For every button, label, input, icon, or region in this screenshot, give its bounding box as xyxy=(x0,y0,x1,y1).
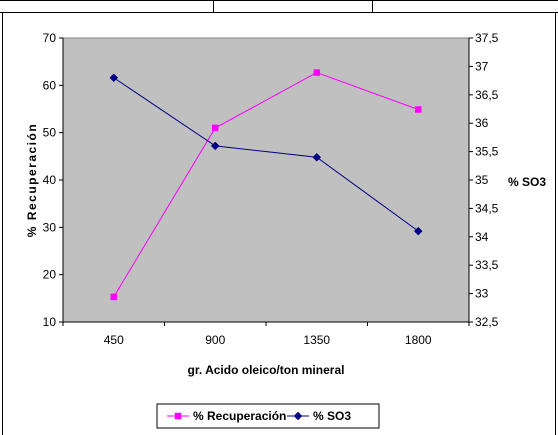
left-tick-label: 60 xyxy=(43,78,57,92)
legend-label: % SO3 xyxy=(313,409,351,423)
data-point xyxy=(212,124,219,132)
x-tick-label: 1350 xyxy=(303,333,330,347)
y-axis-title: % Recuperación xyxy=(25,123,39,237)
legend-swatch-marker xyxy=(293,411,303,421)
right-tick-label: 36,5 xyxy=(475,88,499,102)
left-tick-label: 30 xyxy=(43,220,57,234)
data-point xyxy=(415,106,422,113)
y2-axis-title: % SO3 xyxy=(508,175,546,189)
right-tick-label: 35,5 xyxy=(475,145,499,159)
x-tick-label: 900 xyxy=(205,333,225,347)
left-tick-label: 10 xyxy=(43,315,57,329)
left-tick-label: 20 xyxy=(43,268,57,282)
x-axis-title: gr. Acido oleico/ton mineral xyxy=(188,363,345,377)
x-tick-label: 450 xyxy=(104,333,124,347)
x-axis: 450 900 1350 1800 xyxy=(62,321,470,347)
data-point xyxy=(313,69,320,76)
right-axis: 32,5 33 33,5 34 34,5 35 35,5 36 36,5 37 37,5 xyxy=(468,31,499,329)
series-1 xyxy=(109,73,423,236)
right-tick-label: 37 xyxy=(475,59,489,73)
left-tick-label: 40 xyxy=(43,173,57,187)
right-tick-label: 32,5 xyxy=(475,315,499,329)
left-axis: 10 20 30 40 50 60 70 xyxy=(43,31,64,329)
legend-box xyxy=(156,403,380,429)
left-tick-label: 70 xyxy=(43,31,57,45)
legend-swatch-marker xyxy=(174,412,182,420)
data-point xyxy=(109,73,119,83)
series-line xyxy=(113,72,419,298)
right-tick-label: 36 xyxy=(475,116,489,130)
legend-item: % Recuperación xyxy=(167,409,286,423)
data-point xyxy=(110,293,117,301)
right-tick-label: 35 xyxy=(475,173,489,187)
legend: % Recuperación % SO3 xyxy=(156,403,380,429)
series-line xyxy=(113,77,419,232)
right-tick-label: 34,5 xyxy=(475,201,499,215)
x-tick-label: 1800 xyxy=(405,333,432,347)
data-point xyxy=(413,226,423,236)
data-point xyxy=(312,152,322,162)
series-0 xyxy=(110,69,422,301)
right-tick-label: 33 xyxy=(475,287,489,301)
right-tick-label: 34 xyxy=(475,230,489,244)
left-tick-label: 50 xyxy=(43,126,57,140)
plot-area xyxy=(62,37,470,323)
series-layer xyxy=(109,69,423,301)
legend-item: % SO3 xyxy=(287,409,351,423)
legend-label: % Recuperación xyxy=(193,409,286,423)
data-point xyxy=(210,141,220,151)
right-tick-label: 37,5 xyxy=(475,31,499,45)
right-tick-label: 33,5 xyxy=(475,258,499,272)
